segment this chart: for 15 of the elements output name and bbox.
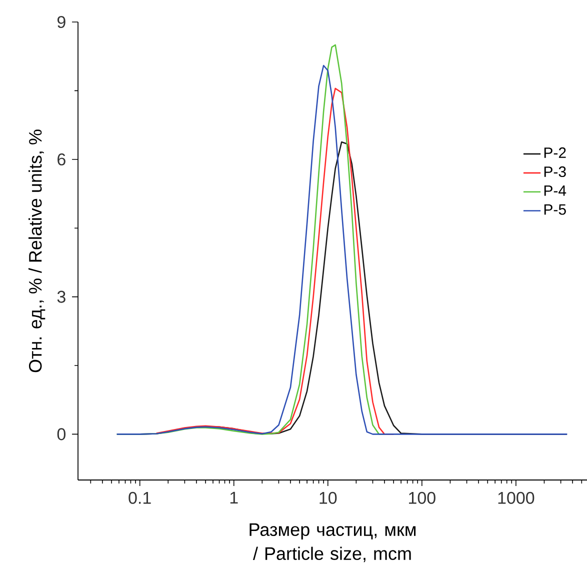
x-tick-label: 0.1	[128, 492, 151, 504]
y-tick-label: 9	[58, 16, 66, 28]
legend-label: P-2	[544, 147, 566, 158]
y-axis-title: Отн. ед., % / Relative units, %	[28, 130, 46, 372]
x-tick-label: 1000	[498, 492, 534, 504]
legend-label: P-5	[544, 204, 566, 215]
legend-label: P-3	[544, 166, 566, 178]
y-tick-label: 0	[57, 428, 66, 440]
x-tick-label: 1	[230, 492, 238, 504]
x-tick-label: 100	[409, 492, 436, 504]
x-axis-title: Размер частиц, мкм / Particle size, mcm	[250, 523, 416, 562]
y-tick-label: 6	[58, 153, 66, 166]
y-tick-label: 3	[57, 290, 66, 303]
x-tick-label: 10	[320, 492, 337, 504]
legend-label: P-4	[544, 185, 566, 196]
